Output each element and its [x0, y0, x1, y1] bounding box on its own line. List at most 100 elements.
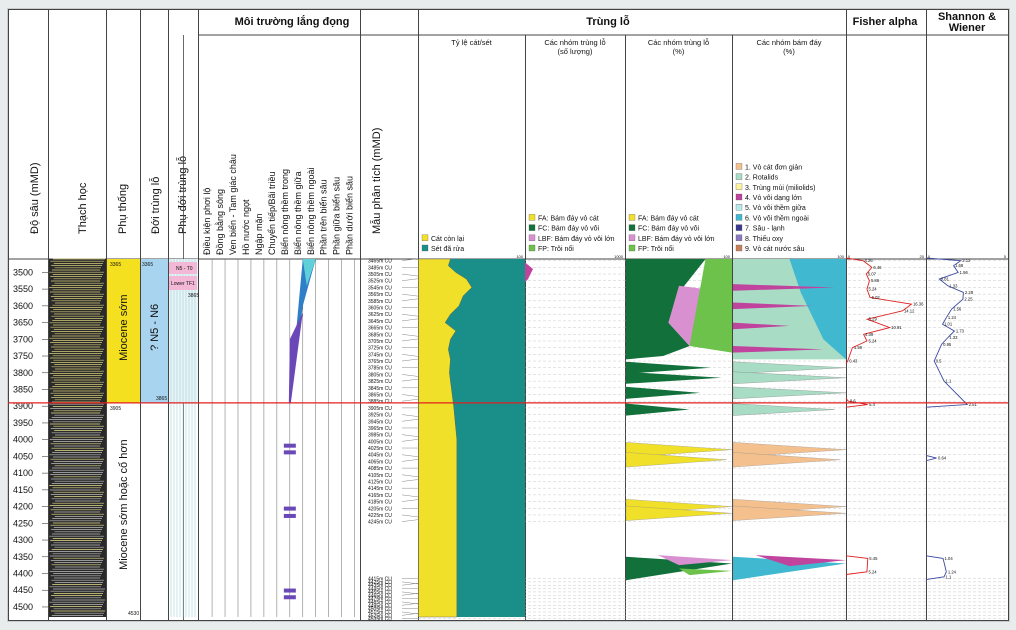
depth-tick-label: 3550	[13, 284, 33, 294]
shannon-value-label: 1.33	[949, 335, 958, 340]
legend-label: FA: Bám đáy vỏ cát	[538, 214, 599, 222]
sample-tick	[402, 479, 418, 481]
sample-tick	[402, 359, 418, 361]
shannon-value-label: 0.5	[936, 359, 942, 364]
lithology-header: Thạch học	[77, 182, 89, 234]
sample-tick	[402, 439, 418, 441]
panel-title: Các nhóm trùng lỗ	[648, 38, 709, 47]
legend-swatch	[736, 225, 742, 231]
sample-label: 3985m CU	[368, 433, 392, 439]
sample-label: 3605m CU	[368, 306, 392, 312]
sample-label: 3725m CU	[368, 346, 392, 352]
count-blip	[525, 262, 533, 282]
panel-axis-max: 100	[837, 254, 844, 259]
depth-tick-label: 4450	[13, 585, 33, 595]
shannon-line	[926, 455, 936, 460]
sample-header: Mẫu phân tích (mMD)	[370, 128, 383, 234]
sample-label: 4245m CU	[368, 520, 392, 526]
legend-swatch	[529, 214, 535, 220]
environment-bar	[284, 514, 296, 518]
pct-fc-spike	[626, 372, 721, 384]
sample-tick	[402, 274, 418, 276]
mark-e: 3365	[142, 262, 153, 268]
sample-label: 3945m CU	[368, 419, 392, 425]
sample-tick	[402, 495, 418, 497]
sample-tick	[402, 319, 418, 321]
legend-swatch	[529, 235, 535, 241]
fisher-value-label: 4.26	[865, 258, 874, 263]
environment-column-label: Phần dưới biển sâu	[345, 176, 355, 255]
sample-label: 4025m CU	[368, 446, 392, 452]
legend-swatch	[629, 245, 635, 251]
sample-tick	[402, 279, 418, 281]
sample-label: 3665m CU	[368, 326, 392, 332]
sample-label: 3825m CU	[368, 379, 392, 385]
sample-label: 3845m CU	[368, 386, 392, 392]
well-log-chart: Môi trường lắng đọng Trùng lỗ Fisher alp…	[8, 9, 1009, 621]
shannon-value-label: 2.25	[964, 297, 973, 302]
depth-tick-label: 4300	[13, 535, 33, 545]
sample-label: 3805m CU	[368, 372, 392, 378]
foram-subzone-header: Phụ đới trùng lỗ	[176, 156, 189, 234]
legend-label: 6. Vỏ vôi thềm ngoài	[745, 213, 809, 222]
legend-swatch	[629, 225, 635, 231]
environment-column-label: Hồ nước ngọt	[241, 199, 251, 255]
legend-swatch	[529, 245, 535, 251]
sample-tick	[402, 515, 418, 517]
fisher-value-label: 5.86	[871, 278, 880, 283]
legend-swatch	[529, 225, 535, 231]
sample-label: 3905m CU	[368, 406, 392, 412]
sample-tick	[402, 455, 418, 457]
depth-tick-label: 4400	[13, 569, 33, 579]
benthic-rotalid-spike	[733, 372, 846, 384]
pct-fc-spike	[626, 404, 690, 416]
shannon-value-label: 1.24	[948, 315, 957, 320]
legend-swatch	[629, 214, 635, 220]
benthic-rotalid-spike	[733, 387, 846, 399]
legend-swatch	[736, 174, 742, 180]
legend-label: LBF: Bám đáy vỏ vôi lớn	[538, 235, 615, 243]
sample-tick	[402, 354, 418, 356]
sample-tick	[402, 374, 418, 376]
depth-tick-label: 3650	[13, 318, 33, 328]
sample-label: 3505m CU	[368, 272, 392, 278]
fisher-value-label: 5.24	[868, 338, 877, 343]
sample-label: 3485m CU	[368, 265, 392, 271]
sample-label: 4535m CU	[368, 617, 392, 621]
sample-label: 3545m CU	[368, 285, 392, 291]
pct-fc-spike	[626, 387, 700, 399]
sample-tick	[402, 435, 418, 437]
legend-label: Cát còn lại	[431, 236, 465, 243]
environment-bar	[284, 450, 296, 454]
shannon-value-label: 1.1	[946, 379, 952, 384]
legend-label: 9. Vỏ cát nước sâu	[745, 245, 805, 253]
fisher-value-label: 10.91	[891, 325, 902, 330]
environment-bar	[284, 595, 296, 599]
pct-fp-lower	[679, 568, 732, 575]
fisher-value-label: 5.29	[869, 317, 878, 322]
sample-label: 3925m CU	[368, 413, 392, 419]
depth-header: Độ sâu (mMD)	[29, 162, 41, 234]
legend-label: Sét đã rửa	[431, 245, 464, 253]
sub-series-upper-label: Miocene sớm	[118, 294, 130, 361]
legend-swatch	[422, 235, 428, 241]
sample-label: 3685m CU	[368, 332, 392, 338]
environment-bar	[284, 507, 296, 511]
environment-column-label: Chuyển tiếp/Bãi triều	[267, 171, 277, 255]
legend-swatch	[736, 214, 742, 220]
mark-f: 3865	[188, 293, 199, 299]
legend-swatch	[736, 245, 742, 251]
depth-tick-label: 4000	[13, 435, 33, 445]
legend-swatch	[736, 235, 742, 241]
legend-swatch	[629, 235, 635, 241]
panel-axis-max: 100	[723, 254, 730, 259]
fisher-value-label: 0.43	[849, 359, 858, 364]
fisher-value-label: 5.45	[869, 556, 878, 561]
legend-label: 7. Sâu - lạnh	[745, 226, 785, 233]
depth-tick-label: 4500	[13, 602, 33, 612]
legend-swatch	[736, 194, 742, 200]
sub-series-lower-label: Miocene sớm hoặc cổ hơn	[118, 439, 130, 570]
shannon-value-label: 0.81	[941, 277, 950, 282]
depth-tick-label: 4050	[13, 451, 33, 461]
sample-tick	[402, 314, 418, 316]
